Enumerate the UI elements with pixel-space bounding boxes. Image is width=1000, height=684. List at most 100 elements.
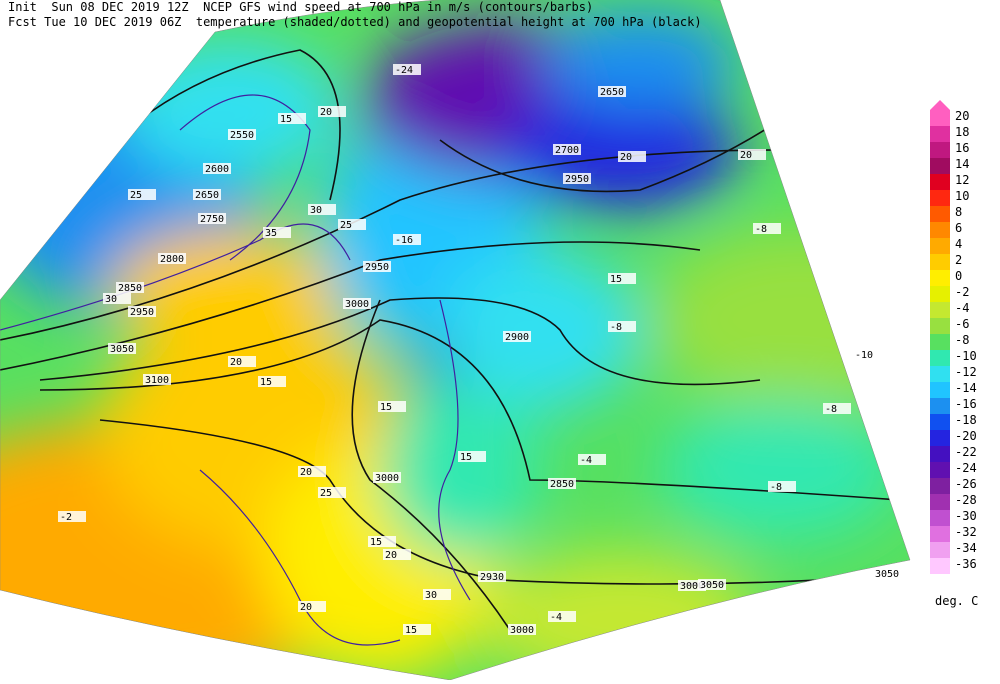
contour-label: -2 <box>60 512 72 523</box>
legend-label: 4 <box>955 237 962 251</box>
label-box <box>108 343 136 354</box>
label-box <box>318 487 346 498</box>
label-box <box>423 589 451 600</box>
legend-swatch <box>930 238 950 254</box>
contour-label: 20 <box>230 357 242 368</box>
legend-label: 8 <box>955 205 962 219</box>
legend-swatch <box>930 414 950 430</box>
contour-label: 25 <box>340 220 352 231</box>
legend-swatch <box>930 462 950 478</box>
label-box <box>128 189 156 200</box>
contour-label: 2950 <box>130 307 154 318</box>
legend-swatch <box>930 430 950 446</box>
contour-label: 3050 <box>700 580 724 591</box>
contour-label: 2550 <box>230 130 254 141</box>
legend-label: -2 <box>955 285 969 299</box>
contour-label: -16 <box>395 235 413 246</box>
legend-label: -34 <box>955 541 977 555</box>
label-box <box>298 466 326 477</box>
legend-label: -36 <box>955 557 977 571</box>
legend-swatch <box>930 334 950 350</box>
label-box <box>228 129 256 140</box>
contour-label: 30 <box>310 205 322 216</box>
label-box <box>128 306 156 317</box>
label-box <box>403 624 431 635</box>
legend-swatch <box>930 190 950 206</box>
label-box <box>228 356 256 367</box>
legend-swatch <box>930 254 950 270</box>
legend-swatch <box>930 318 950 334</box>
label-box <box>478 571 506 582</box>
legend-label: -26 <box>955 477 977 491</box>
label-box <box>263 227 291 238</box>
label-box <box>193 189 221 200</box>
label-box <box>343 298 371 309</box>
label-box <box>553 144 581 155</box>
label-box <box>258 376 286 387</box>
legend-label: 14 <box>955 157 969 171</box>
contour-label: 2700 <box>555 145 579 156</box>
label-box <box>278 113 306 124</box>
contour-label: -4 <box>580 455 592 466</box>
label-box <box>383 549 411 560</box>
legend-label: -8 <box>955 333 969 347</box>
contour-label: 2800 <box>160 254 184 265</box>
label-box <box>373 472 401 483</box>
contour-label: 2900 <box>505 332 529 343</box>
legend-swatch <box>930 110 950 126</box>
contour-label: 20 <box>300 602 312 613</box>
legend-swatch <box>930 382 950 398</box>
label-box <box>198 213 226 224</box>
legend-swatch <box>930 126 950 142</box>
legend-label: -30 <box>955 509 977 523</box>
label-box <box>853 349 881 360</box>
label-box <box>368 536 396 547</box>
contour-label: 3050 <box>875 569 899 580</box>
contour-label: -8 <box>755 224 767 235</box>
map-border <box>0 0 911 681</box>
legend-swatch <box>930 158 950 174</box>
contour-label: 2750 <box>200 214 224 225</box>
label-box <box>873 568 901 579</box>
label-box <box>678 580 706 591</box>
label-box <box>318 106 346 117</box>
label-box <box>103 293 131 304</box>
contour-label: 20 <box>385 550 397 561</box>
label-box <box>548 611 576 622</box>
legend-swatch <box>930 286 950 302</box>
contour-label: 2950 <box>365 262 389 273</box>
legend-label: 0 <box>955 269 962 283</box>
label-box <box>578 454 606 465</box>
contour-label: 30 <box>425 590 437 601</box>
label-box <box>116 282 144 293</box>
label-box <box>308 204 336 215</box>
legend-swatch <box>930 542 950 558</box>
legend-swatch <box>930 174 950 190</box>
contour-label: 25 <box>130 190 142 201</box>
legend-label: -10 <box>955 349 977 363</box>
legend-label: -18 <box>955 413 977 427</box>
label-box <box>393 64 421 75</box>
contour-label: 20 <box>740 150 752 161</box>
contour-label: -10 <box>855 350 873 361</box>
contour-label: 2930 <box>480 572 504 583</box>
label-box <box>508 624 536 635</box>
contour-label: 30 <box>105 294 117 305</box>
legend-label: 6 <box>955 221 962 235</box>
legend-label: 18 <box>955 125 969 139</box>
contour-label: 2650 <box>195 190 219 201</box>
contour-label: 20 <box>620 152 632 163</box>
contour-label: 2850 <box>550 479 574 490</box>
legend-unit: deg. C <box>935 594 978 608</box>
contour-label: 3050 <box>110 344 134 355</box>
contour-label: 2650 <box>600 87 624 98</box>
legend-label: -22 <box>955 445 977 459</box>
label-box <box>563 173 591 184</box>
contour-label: 15 <box>260 377 272 388</box>
label-box <box>598 86 626 97</box>
contour-label: 3000 <box>375 473 399 484</box>
label-box <box>458 451 486 462</box>
legend-label: 16 <box>955 141 969 155</box>
legend-label: -6 <box>955 317 969 331</box>
contour-label: 2850 <box>118 283 142 294</box>
